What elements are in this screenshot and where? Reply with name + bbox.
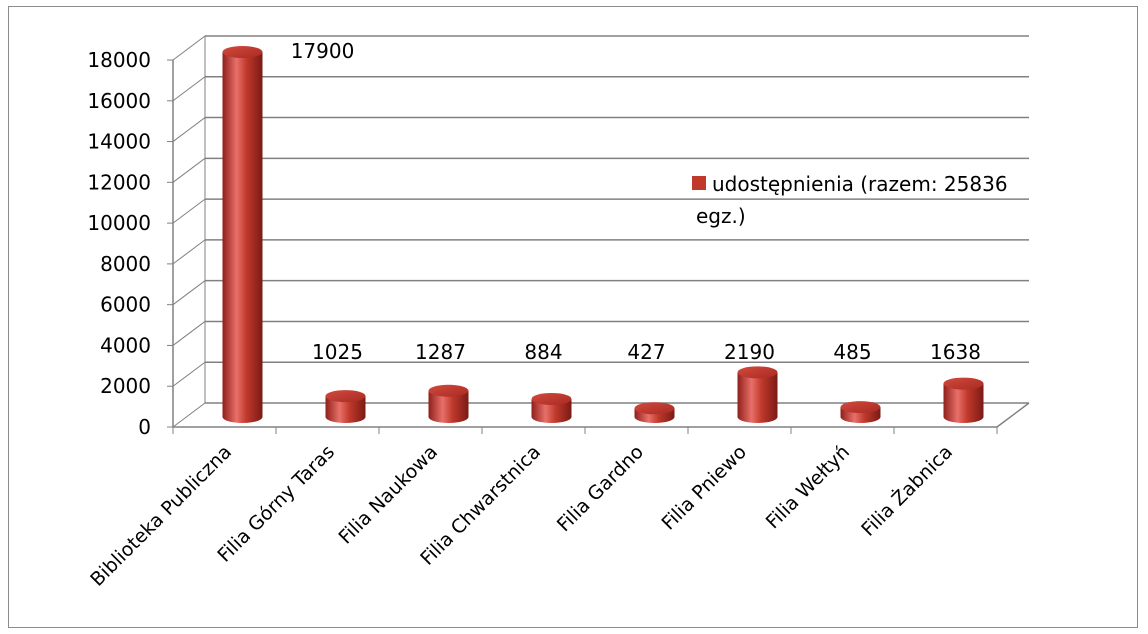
- gridlines: [172, 35, 1029, 428]
- data-label: 17900: [291, 39, 355, 63]
- y-tick-label: 18000: [87, 48, 151, 72]
- bars: [222, 46, 984, 424]
- data-label: 2190: [724, 340, 775, 364]
- bar: [325, 390, 366, 423]
- floor-right-edge: [996, 402, 1030, 428]
- y-tick-label: 16000: [87, 89, 151, 113]
- bar-top: [840, 401, 881, 414]
- chart-frame: [8, 6, 1138, 628]
- data-label: 1287: [415, 340, 466, 364]
- gridline-depth: [172, 361, 206, 387]
- legend-swatch: [692, 176, 706, 190]
- bar-top: [428, 384, 469, 397]
- axes: [167, 36, 1030, 434]
- bar-body: [737, 372, 778, 423]
- y-tick-label: 4000: [100, 333, 151, 357]
- x-category-label: Biblioteka Publiczna: [86, 441, 236, 591]
- y-tick-label: 8000: [100, 252, 151, 276]
- x-category-label: Filia Pniewo: [657, 441, 751, 535]
- gridline-depth: [172, 402, 206, 428]
- gridline-depth: [172, 76, 206, 102]
- y-tick-label: 6000: [100, 293, 151, 317]
- bar: [222, 46, 263, 424]
- data-label: 485: [833, 340, 871, 364]
- x-category-label: Filia Gardno: [553, 441, 648, 536]
- y-tick-label: 2000: [100, 374, 151, 398]
- gridline-depth: [172, 35, 206, 61]
- legend-label-line-2: egz.): [696, 204, 746, 228]
- bar-top: [222, 46, 263, 59]
- y-tick-label: 10000: [87, 211, 151, 235]
- x-category-label: Filia Żabnica: [856, 440, 957, 541]
- bar-top: [531, 392, 572, 405]
- legend: udostępnienia (razem: 25836 egz.): [692, 172, 1008, 228]
- y-tick-label: 0: [138, 415, 151, 439]
- bar: [531, 392, 572, 423]
- gridline-depth: [172, 157, 206, 183]
- data-label: 1025: [312, 340, 363, 364]
- bar-top: [943, 377, 984, 390]
- y-tick-labels: 0 2000 4000 6000 8000 10000 12000 14000 16000 180…: [87, 48, 151, 439]
- bar-body: [222, 52, 263, 424]
- bar: [428, 384, 469, 423]
- x-category-label: Filia Wełtyń: [762, 441, 854, 533]
- bar-top: [737, 366, 778, 379]
- bar-top: [634, 402, 675, 415]
- legend-label-line-1: udostępnienia (razem: 25836: [712, 172, 1008, 196]
- gridline-depth: [172, 117, 206, 142]
- bar-body: [428, 390, 469, 423]
- data-label: 884: [524, 340, 562, 364]
- bar: [737, 366, 778, 423]
- bar-body: [943, 383, 984, 423]
- y-tick-label: 12000: [87, 170, 151, 194]
- y-tick-label: 14000: [87, 130, 151, 154]
- bar-body: [325, 396, 366, 423]
- bar: [943, 377, 984, 423]
- x-category-label: Filia Naukowa: [334, 441, 442, 549]
- data-labels: 17900 1025 1287 884 427 2190 485 1638: [291, 39, 981, 364]
- gridline-depth: [172, 321, 206, 346]
- bar-body: [531, 398, 572, 423]
- bar-top: [325, 390, 366, 403]
- gridline-depth: [172, 239, 206, 265]
- bar: [840, 401, 881, 423]
- gridline-depth: [172, 198, 206, 224]
- gridline-depth: [172, 280, 206, 306]
- data-label: 427: [627, 340, 665, 364]
- bar: [634, 402, 675, 423]
- data-label: 1638: [930, 340, 981, 364]
